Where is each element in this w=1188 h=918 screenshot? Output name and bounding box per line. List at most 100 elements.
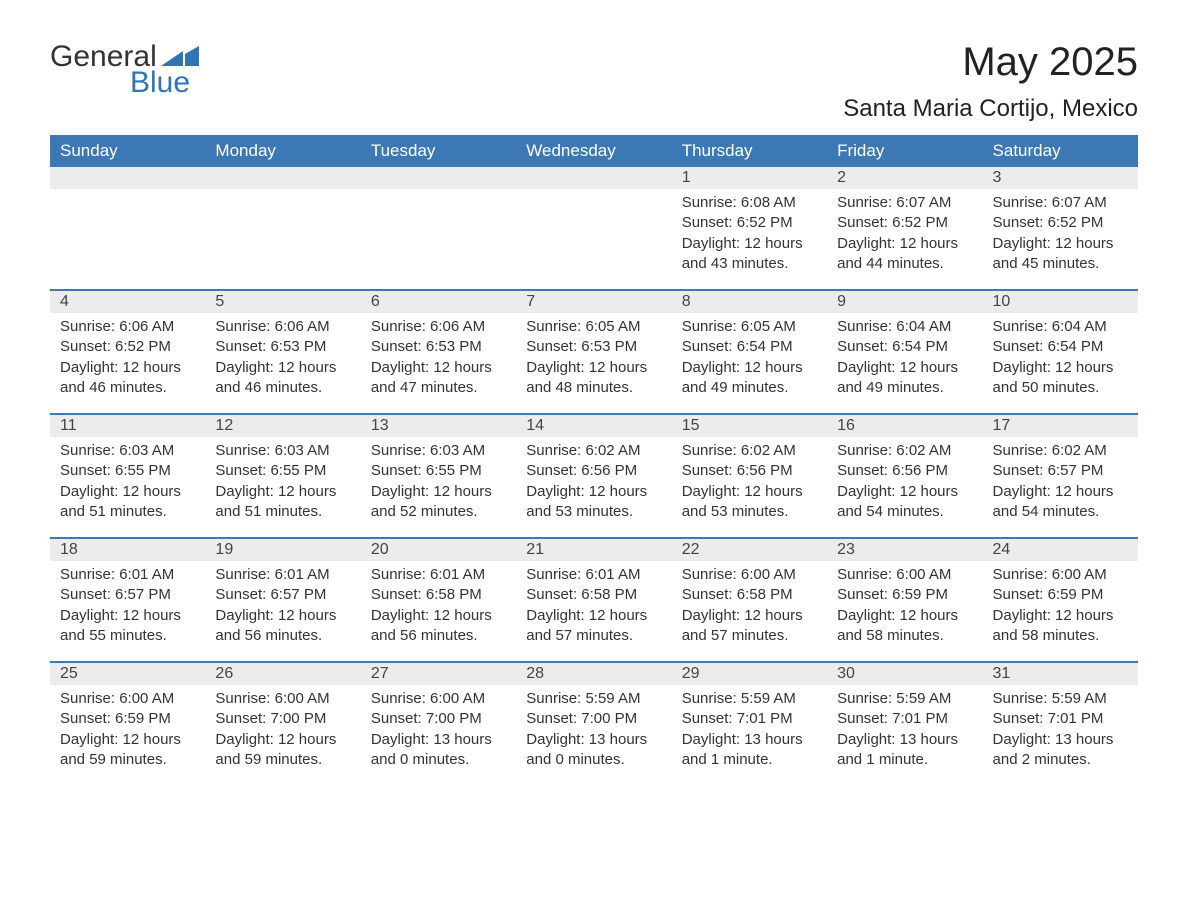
- cell-body: Sunrise: 6:03 AMSunset: 6:55 PMDaylight:…: [205, 437, 360, 522]
- calendar-cell: 12Sunrise: 6:03 AMSunset: 6:55 PMDayligh…: [205, 415, 360, 537]
- sunrise-text: Sunrise: 6:06 AM: [371, 317, 506, 337]
- day-number: 18: [50, 539, 205, 561]
- daylight2-text: and 53 minutes.: [526, 502, 661, 522]
- daylight1-text: Daylight: 12 hours: [837, 234, 972, 254]
- daylight2-text: and 46 minutes.: [215, 378, 350, 398]
- day-number: 9: [827, 291, 982, 313]
- sunrise-text: Sunrise: 6:01 AM: [215, 565, 350, 585]
- calendar-cell: 4Sunrise: 6:06 AMSunset: 6:52 PMDaylight…: [50, 291, 205, 413]
- day-number: 13: [361, 415, 516, 437]
- sunset-text: Sunset: 6:57 PM: [60, 585, 195, 605]
- sunrise-text: Sunrise: 6:07 AM: [993, 193, 1128, 213]
- sunrise-text: Sunrise: 6:00 AM: [60, 689, 195, 709]
- daylight2-text: and 59 minutes.: [215, 750, 350, 770]
- daylight1-text: Daylight: 12 hours: [837, 358, 972, 378]
- day-number: 19: [205, 539, 360, 561]
- day-number: 28: [516, 663, 671, 685]
- day-number: 6: [361, 291, 516, 313]
- day-number: 15: [672, 415, 827, 437]
- cell-body: Sunrise: 6:02 AMSunset: 6:56 PMDaylight:…: [516, 437, 671, 522]
- sunset-text: Sunset: 6:55 PM: [60, 461, 195, 481]
- daylight1-text: Daylight: 12 hours: [993, 358, 1128, 378]
- cell-body: Sunrise: 5:59 AMSunset: 7:01 PMDaylight:…: [983, 685, 1138, 770]
- daylight2-text: and 50 minutes.: [993, 378, 1128, 398]
- cell-body: Sunrise: 6:01 AMSunset: 6:57 PMDaylight:…: [50, 561, 205, 646]
- sunset-text: Sunset: 7:01 PM: [837, 709, 972, 729]
- sunset-text: Sunset: 7:01 PM: [682, 709, 817, 729]
- cell-body: Sunrise: 5:59 AMSunset: 7:00 PMDaylight:…: [516, 685, 671, 770]
- daylight1-text: Daylight: 12 hours: [682, 358, 817, 378]
- sunrise-text: Sunrise: 6:02 AM: [993, 441, 1128, 461]
- calendar-cell: 18Sunrise: 6:01 AMSunset: 6:57 PMDayligh…: [50, 539, 205, 661]
- daylight2-text: and 43 minutes.: [682, 254, 817, 274]
- day-number: 26: [205, 663, 360, 685]
- sunset-text: Sunset: 6:56 PM: [526, 461, 661, 481]
- cell-body: Sunrise: 6:06 AMSunset: 6:53 PMDaylight:…: [205, 313, 360, 398]
- sunrise-text: Sunrise: 6:06 AM: [60, 317, 195, 337]
- daylight2-text: and 55 minutes.: [60, 626, 195, 646]
- sunrise-text: Sunrise: 6:02 AM: [526, 441, 661, 461]
- calendar-week: 4Sunrise: 6:06 AMSunset: 6:52 PMDaylight…: [50, 289, 1138, 413]
- sunrise-text: Sunrise: 6:03 AM: [60, 441, 195, 461]
- calendar-cell: 28Sunrise: 5:59 AMSunset: 7:00 PMDayligh…: [516, 663, 671, 785]
- calendar-week: 11Sunrise: 6:03 AMSunset: 6:55 PMDayligh…: [50, 413, 1138, 537]
- calendar-cell: 31Sunrise: 5:59 AMSunset: 7:01 PMDayligh…: [983, 663, 1138, 785]
- day-header-row: Sunday Monday Tuesday Wednesday Thursday…: [50, 135, 1138, 167]
- calendar-cell: 22Sunrise: 6:00 AMSunset: 6:58 PMDayligh…: [672, 539, 827, 661]
- daylight1-text: Daylight: 12 hours: [526, 358, 661, 378]
- day-number: 14: [516, 415, 671, 437]
- day-header: Monday: [205, 135, 360, 167]
- sunrise-text: Sunrise: 5:59 AM: [993, 689, 1128, 709]
- sunset-text: Sunset: 6:58 PM: [682, 585, 817, 605]
- daylight2-text: and 51 minutes.: [215, 502, 350, 522]
- calendar-cell: 29Sunrise: 5:59 AMSunset: 7:01 PMDayligh…: [672, 663, 827, 785]
- calendar-cell: [205, 167, 360, 289]
- sunset-text: Sunset: 6:53 PM: [526, 337, 661, 357]
- daylight2-text: and 45 minutes.: [993, 254, 1128, 274]
- daylight1-text: Daylight: 12 hours: [837, 482, 972, 502]
- day-number: [205, 167, 360, 189]
- weeks-container: 1Sunrise: 6:08 AMSunset: 6:52 PMDaylight…: [50, 167, 1138, 785]
- sunset-text: Sunset: 6:56 PM: [682, 461, 817, 481]
- day-number: [361, 167, 516, 189]
- daylight2-text: and 1 minute.: [837, 750, 972, 770]
- calendar-cell: 5Sunrise: 6:06 AMSunset: 6:53 PMDaylight…: [205, 291, 360, 413]
- day-number: 17: [983, 415, 1138, 437]
- sunrise-text: Sunrise: 6:05 AM: [526, 317, 661, 337]
- calendar-cell: [516, 167, 671, 289]
- sunrise-text: Sunrise: 5:59 AM: [682, 689, 817, 709]
- cell-body: Sunrise: 6:03 AMSunset: 6:55 PMDaylight:…: [361, 437, 516, 522]
- daylight1-text: Daylight: 13 hours: [526, 730, 661, 750]
- daylight1-text: Daylight: 12 hours: [371, 482, 506, 502]
- calendar-cell: 8Sunrise: 6:05 AMSunset: 6:54 PMDaylight…: [672, 291, 827, 413]
- sunset-text: Sunset: 6:52 PM: [837, 213, 972, 233]
- daylight1-text: Daylight: 12 hours: [837, 606, 972, 626]
- daylight1-text: Daylight: 12 hours: [60, 358, 195, 378]
- daylight1-text: Daylight: 12 hours: [993, 482, 1128, 502]
- cell-body: Sunrise: 6:05 AMSunset: 6:54 PMDaylight:…: [672, 313, 827, 398]
- sunrise-text: Sunrise: 6:03 AM: [371, 441, 506, 461]
- day-header: Thursday: [672, 135, 827, 167]
- sunset-text: Sunset: 6:55 PM: [371, 461, 506, 481]
- sunset-text: Sunset: 7:00 PM: [526, 709, 661, 729]
- calendar-cell: 11Sunrise: 6:03 AMSunset: 6:55 PMDayligh…: [50, 415, 205, 537]
- sunrise-text: Sunrise: 6:03 AM: [215, 441, 350, 461]
- calendar-week: 25Sunrise: 6:00 AMSunset: 6:59 PMDayligh…: [50, 661, 1138, 785]
- day-number: 21: [516, 539, 671, 561]
- daylight1-text: Daylight: 12 hours: [371, 606, 506, 626]
- day-number: 7: [516, 291, 671, 313]
- calendar-cell: 21Sunrise: 6:01 AMSunset: 6:58 PMDayligh…: [516, 539, 671, 661]
- sunrise-text: Sunrise: 6:01 AM: [526, 565, 661, 585]
- day-number: 29: [672, 663, 827, 685]
- sunset-text: Sunset: 6:59 PM: [60, 709, 195, 729]
- calendar-cell: 27Sunrise: 6:00 AMSunset: 7:00 PMDayligh…: [361, 663, 516, 785]
- daylight2-text: and 58 minutes.: [837, 626, 972, 646]
- cell-body: Sunrise: 6:00 AMSunset: 7:00 PMDaylight:…: [361, 685, 516, 770]
- day-header: Sunday: [50, 135, 205, 167]
- daylight1-text: Daylight: 12 hours: [215, 606, 350, 626]
- calendar-cell: 25Sunrise: 6:00 AMSunset: 6:59 PMDayligh…: [50, 663, 205, 785]
- sunset-text: Sunset: 6:58 PM: [371, 585, 506, 605]
- sunset-text: Sunset: 6:54 PM: [993, 337, 1128, 357]
- daylight2-text: and 49 minutes.: [682, 378, 817, 398]
- sunrise-text: Sunrise: 6:02 AM: [837, 441, 972, 461]
